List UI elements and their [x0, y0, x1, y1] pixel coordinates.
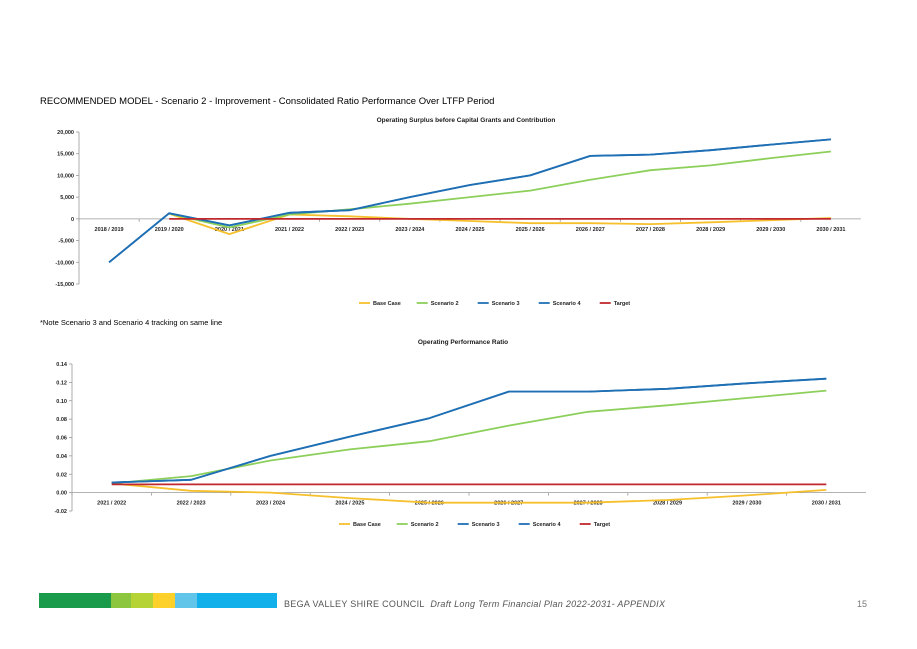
- series-line-base-case: [168, 212, 831, 235]
- footer-color-bar: [39, 593, 277, 608]
- x-tick-label: 2030 / 2031: [816, 227, 845, 233]
- y-tick-label: 10,000: [57, 173, 74, 179]
- y-tick-label: 0.08: [56, 417, 67, 423]
- series-line-scenario-2: [168, 150, 831, 229]
- legend-label: Scenario 4: [553, 301, 582, 307]
- y-tick-label: 15,000: [57, 152, 74, 158]
- x-tick-label: 2022 / 2023: [177, 501, 206, 507]
- y-tick-label: 0.04: [56, 454, 68, 460]
- y-tick-label: -0.02: [54, 509, 67, 515]
- x-tick-label: 2028 / 2029: [696, 227, 725, 233]
- footer-doc: Draft Long Term Financial Plan 2022-2031…: [430, 599, 666, 609]
- footer-org: BEGA VALLEY SHIRE COUNCIL: [284, 599, 425, 609]
- x-tick-label: 2023 / 2024: [395, 227, 425, 233]
- y-tick-label: -5,000: [58, 239, 74, 245]
- x-tick-label: 2021 / 2022: [275, 227, 304, 233]
- x-tick-label: 2018 / 2019: [95, 227, 124, 233]
- footer-color-segment: [131, 593, 153, 608]
- x-tick-label: 2019 / 2020: [155, 227, 184, 233]
- series-line-base-case: [111, 482, 827, 504]
- x-tick-label: 2027 / 2028: [636, 227, 665, 233]
- legend-label: Base Case: [373, 301, 401, 307]
- x-tick-label: 2024 / 2025: [335, 501, 364, 507]
- x-tick-label: 2025 / 2026: [516, 227, 545, 233]
- y-tick-label: 0.00: [56, 491, 67, 497]
- y-tick-label: 5,000: [60, 195, 74, 201]
- footer-color-segment: [175, 593, 197, 608]
- legend-label: Base Case: [353, 522, 381, 528]
- y-tick-label: 0: [71, 217, 74, 223]
- legend-label: Target: [614, 301, 631, 307]
- page-number: 15: [857, 599, 868, 609]
- legend-label: Scenario 2: [431, 301, 459, 307]
- operating-performance-ratio-chart: Operating Performance Ratio 0.14 0.12 0.10 0…: [54, 339, 866, 528]
- legend-label: Target: [594, 522, 611, 528]
- x-tick-label: 2027 / 2028: [574, 501, 603, 507]
- x-tick-label: 2021 / 2022: [97, 501, 126, 507]
- x-tick-label: 2028 / 2029: [653, 501, 682, 507]
- chart-title: Operating Performance Ratio: [418, 339, 508, 346]
- y-tick-label: 0.14: [56, 362, 68, 368]
- chart-title: Operating Surplus before Capital Grants …: [377, 117, 556, 124]
- legend-label: Scenario 2: [411, 522, 439, 528]
- x-tick-label: 2022 / 2023: [335, 227, 364, 233]
- x-tick-label: 2026 / 2027: [494, 501, 523, 507]
- x-tick-label: 2023 / 2024: [256, 501, 286, 507]
- y-tick-label: -10,000: [55, 260, 74, 266]
- x-tick-label: 2020 / 2021: [215, 227, 244, 233]
- footer-text: BEGA VALLEY SHIRE COUNCIL Draft Long Ter…: [284, 599, 665, 609]
- footer-color-segment: [111, 593, 131, 608]
- operating-surplus-chart: Operating Surplus before Capital Grants …: [55, 117, 861, 307]
- page-heading: RECOMMENDED MODEL - Scenario 2 - Improve…: [40, 96, 495, 107]
- series-line-scenario-4: [108, 138, 831, 263]
- y-tick-label: 0.12: [56, 380, 67, 386]
- footer-color-segment: [153, 593, 175, 608]
- series-line-scenario-4: [111, 377, 827, 484]
- legend-label: Scenario 3: [492, 301, 520, 307]
- scenario-note: *Note Scenario 3 and Scenario 4 tracking…: [40, 318, 223, 327]
- x-tick-label: 2030 / 2031: [812, 501, 841, 507]
- legend-label: Scenario 4: [533, 522, 562, 528]
- x-tick-label: 2025 / 2026: [415, 501, 444, 507]
- y-tick-label: -15,000: [55, 282, 74, 288]
- y-tick-label: 20,000: [57, 130, 74, 136]
- series-line-scenario-3: [111, 377, 827, 484]
- x-tick-label: 2026 / 2027: [576, 227, 605, 233]
- x-tick-label: 2029 / 2030: [732, 501, 761, 507]
- footer-color-segment: [39, 593, 111, 608]
- y-tick-label: 0.02: [56, 472, 67, 478]
- y-tick-label: 0.06: [56, 436, 67, 442]
- y-tick-label: 0.10: [56, 399, 67, 405]
- legend-label: Scenario 3: [472, 522, 500, 528]
- x-tick-label: 2024 / 2025: [455, 227, 484, 233]
- footer-color-segment: [197, 593, 277, 608]
- x-tick-label: 2029 / 2030: [756, 227, 785, 233]
